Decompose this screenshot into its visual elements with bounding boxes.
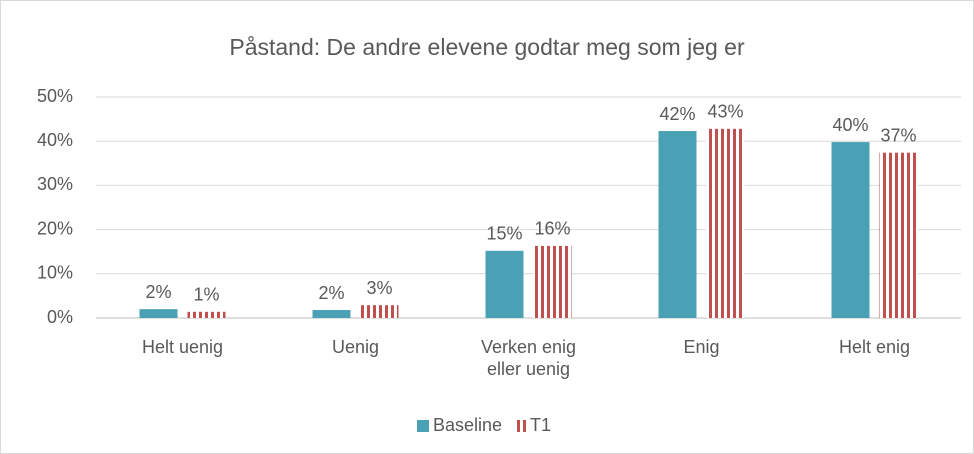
data-label: 2% <box>145 282 171 302</box>
data-label: 1% <box>193 285 219 305</box>
data-label: 16% <box>534 219 570 239</box>
legend-label: T1 <box>530 415 551 435</box>
data-label: 15% <box>486 224 522 244</box>
legend-swatch <box>417 420 429 432</box>
bar <box>360 305 399 318</box>
data-label: 2% <box>318 283 344 303</box>
y-tick-label: 20% <box>37 218 73 238</box>
data-label: 37% <box>880 125 916 145</box>
bar <box>879 152 918 318</box>
x-tick-label: Uenig <box>331 337 380 357</box>
bar <box>312 310 351 318</box>
bar <box>658 131 697 318</box>
x-tick-label: Helt uenig <box>141 337 224 357</box>
bar <box>831 142 870 318</box>
x-tick-label: Enig <box>683 337 720 357</box>
legend-swatch <box>514 420 527 432</box>
y-tick-label: 30% <box>37 174 73 194</box>
x-tick-label: Verken enig eller uenig <box>480 337 577 379</box>
data-label: 43% <box>707 102 743 122</box>
bar <box>706 128 745 318</box>
y-tick-label: 0% <box>47 307 73 327</box>
x-tick-label: Helt enig <box>838 337 911 357</box>
bar <box>485 250 524 318</box>
chart-title: Påstand: De andre elevene godtar meg som… <box>229 34 745 60</box>
y-tick-label: 50% <box>37 86 73 106</box>
bar <box>533 245 572 318</box>
bar <box>139 309 178 318</box>
y-tick-label: 40% <box>37 130 73 150</box>
y-tick-label: 10% <box>37 263 73 283</box>
data-label: 42% <box>659 104 695 124</box>
data-label: 3% <box>366 278 392 298</box>
legend-label: Baseline <box>433 415 502 435</box>
bar <box>187 311 226 318</box>
data-label: 40% <box>832 115 868 135</box>
